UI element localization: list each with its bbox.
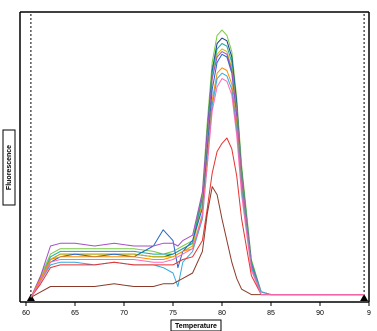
x-tick-label-90: 90 — [316, 310, 324, 317]
x-axis-label-box: Temperature — [170, 319, 222, 331]
x-tick-label-80: 80 — [218, 310, 226, 317]
series-layer — [30, 29, 365, 298]
y-axis-label: Fluorescence — [6, 145, 13, 190]
x-tick-label-60: 60 — [22, 310, 30, 317]
plot-frame — [19, 11, 370, 303]
x-axis: 60 65 70 75 80 85 90 9 — [22, 302, 371, 317]
series-line-11 — [30, 78, 365, 298]
x-tick-label-85: 85 — [267, 310, 275, 317]
x-tick-label-95: 9 — [367, 310, 371, 317]
x-axis-label: Temperature — [175, 323, 217, 330]
threshold-markers[interactable] — [26, 14, 369, 301]
x-tick-label-65: 65 — [71, 310, 79, 317]
x-tick-label-70: 70 — [120, 310, 128, 317]
x-tick-label-75: 75 — [169, 310, 177, 317]
marker-handle-1[interactable] — [26, 294, 35, 301]
marker-handle-2[interactable] — [360, 294, 369, 301]
y-axis-label-box: Fluorescence — [2, 129, 16, 206]
